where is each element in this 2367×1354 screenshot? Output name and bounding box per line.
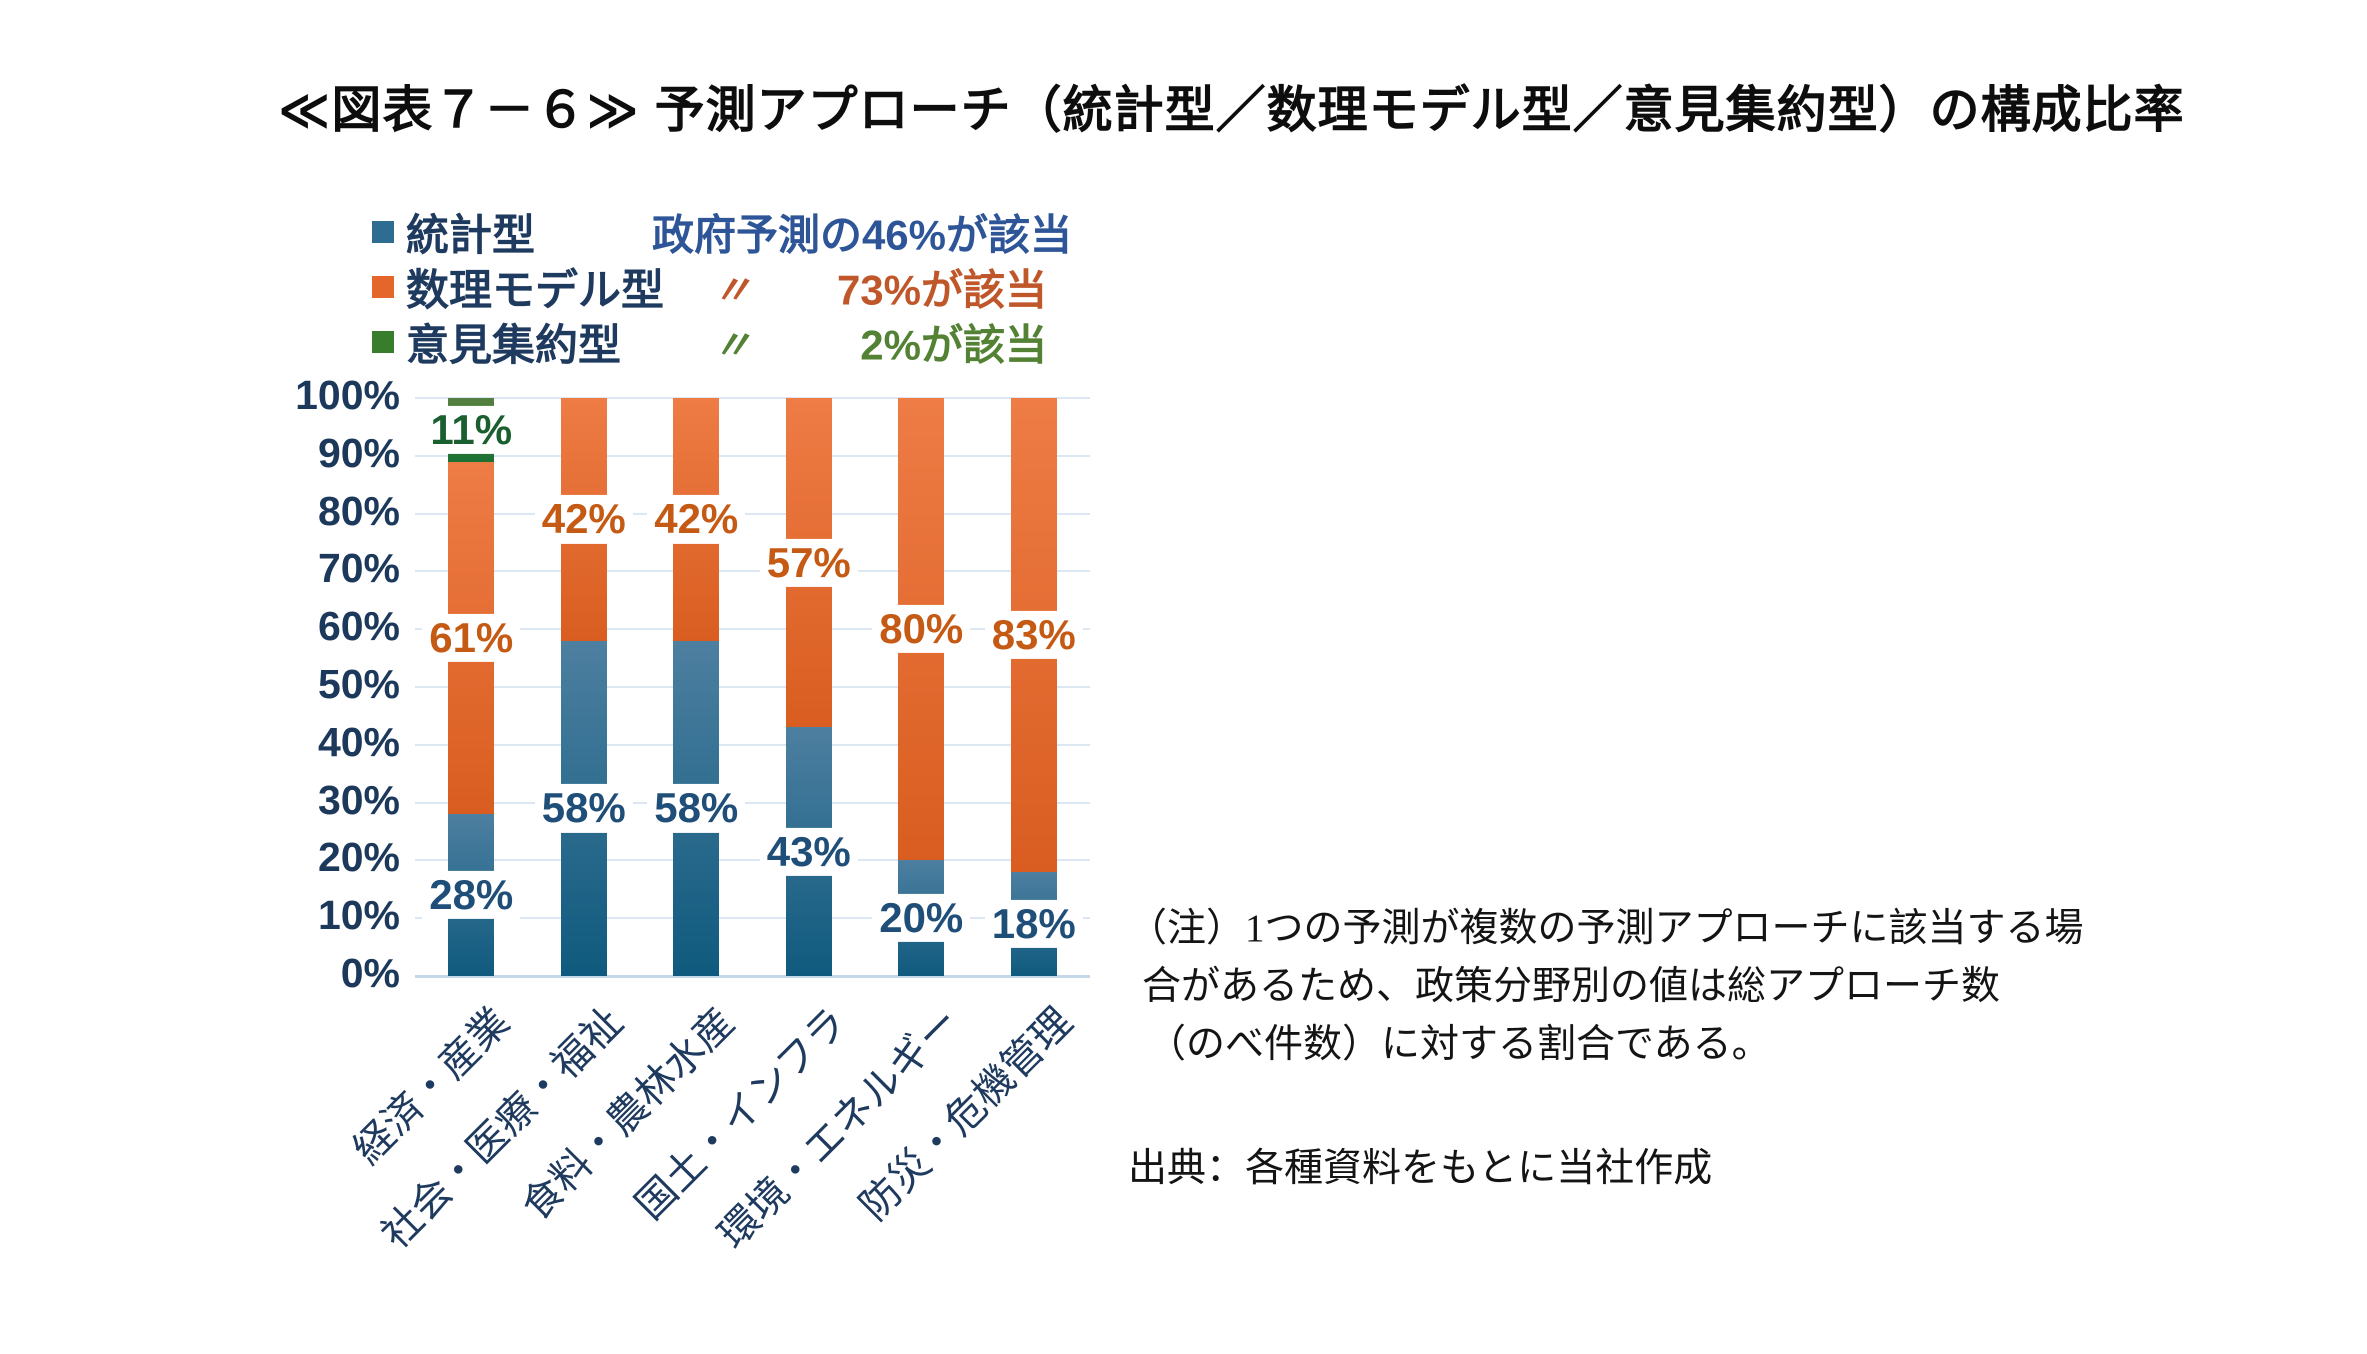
bar-社会・医療・福祉	[560, 398, 607, 976]
y-axis-tick: 30%	[317, 776, 400, 823]
gridline	[415, 743, 1090, 746]
note-block: （注）1つの予測が複数の予測アプローチに該当する場 合があるため、政策分野別の値…	[1128, 900, 2084, 1074]
gridline	[415, 975, 1090, 978]
legend-swatch-icon	[372, 275, 394, 298]
y-axis-tick: 10%	[317, 892, 400, 939]
y-axis-tick: 100%	[295, 372, 400, 418]
gridline	[415, 917, 1090, 920]
data-label: 58%	[647, 784, 746, 833]
gridline	[415, 454, 1090, 457]
ditto-mark: 〃	[712, 268, 752, 313]
note-line: （注）1つの予測が複数の予測アプローチに該当する場	[1128, 907, 2084, 950]
data-label: 42%	[647, 495, 746, 544]
data-label: 28%	[422, 870, 521, 920]
data-label: 57%	[759, 538, 858, 587]
gridline	[415, 859, 1090, 862]
legend-annotation: 政府予測の46%が該当	[651, 211, 1072, 258]
legend-item: 数理モデル型 〃 73%が該当	[372, 259, 1072, 315]
gridline	[415, 686, 1090, 688]
legend-label: 数理モデル型	[406, 266, 664, 315]
note-line: 合があるため、政策分野別の値は総アプローチ数	[1142, 965, 2001, 1008]
legend-label: 統計型	[406, 211, 535, 260]
data-label: 80%	[872, 605, 971, 654]
gridline	[415, 397, 1090, 399]
y-axis-tick: 60%	[317, 603, 400, 650]
gridline	[415, 628, 1090, 631]
data-label: 18%	[984, 899, 1083, 949]
data-label: 43%	[759, 827, 858, 876]
source-text: 出典：各種資料をもとに当社作成	[1128, 1147, 1713, 1190]
gridline	[415, 512, 1090, 515]
bar-環境・エネルギー	[898, 398, 945, 976]
y-axis-tick: 80%	[317, 487, 400, 534]
y-axis-tick: 0%	[340, 950, 400, 996]
legend-item: 意見集約型 〃 2%が該当	[372, 314, 1072, 370]
data-label: 83%	[984, 610, 1083, 660]
data-label: 11%	[423, 405, 520, 454]
legend-swatch-icon	[372, 220, 394, 243]
ditto-mark: 〃	[712, 323, 752, 368]
y-axis-tick: 40%	[317, 718, 400, 765]
legend-annotation: 73%が該当	[836, 266, 1047, 313]
note-line: （のべ件数）に対する割合である。	[1147, 1023, 1771, 1066]
y-axis-tick: 90%	[317, 429, 400, 476]
legend-swatch-icon	[372, 330, 394, 353]
plot-area: 28% 61% 11% 58% 42% 58% 42% 43% 57% 20% 80% 18% 83%	[415, 397, 1090, 978]
data-label: 42%	[534, 495, 633, 544]
bar-食料・農林水産	[673, 398, 720, 976]
data-label: 61%	[422, 613, 521, 662]
gridline	[415, 801, 1090, 804]
legend-item: 統計型 政府予測の46%が該当	[372, 204, 1072, 260]
legend-annotation: 2%が該当	[860, 321, 1047, 368]
data-label: 58%	[534, 784, 633, 833]
legend-label: 意見集約型	[406, 321, 621, 370]
bar-防災・危機管理	[1010, 398, 1057, 976]
y-axis-tick: 70%	[317, 545, 400, 592]
bar-国土・インフラ	[785, 398, 832, 976]
y-axis-tick: 50%	[317, 661, 400, 707]
gridline	[415, 570, 1090, 573]
data-label: 20%	[872, 894, 971, 943]
figure-title: ≪図表７－６≫ 予測アプローチ（統計型／数理モデル型／意見集約型）の構成比率	[278, 82, 2185, 138]
chart-legend: 統計型 政府予測の46%が該当 数理モデル型〃 73%が該当 意見集約型〃 2%が該当	[372, 204, 1072, 370]
y-axis-tick: 20%	[317, 834, 400, 881]
